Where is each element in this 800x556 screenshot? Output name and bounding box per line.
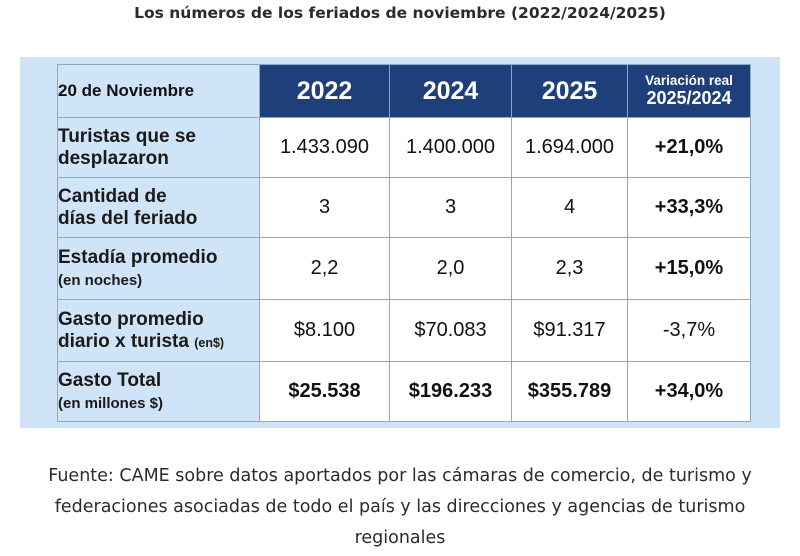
holiday-stats-table: 20 de Noviembre 2022 2024 2025 Variación… [57,64,751,422]
row-label-days: Cantidad de días del feriado [57,177,260,238]
variation-header-line2: 2025/2024 [646,88,732,109]
source-line-3: regionales [354,528,446,548]
table-row: Cantidad de días del feriado 3 3 4 +33,3% [57,177,751,238]
cell-daily-spend-2022: $8.100 [259,299,390,362]
table-row: Gasto promedio diario x turista (en$) $8.… [57,299,751,362]
cell-tourists-variation: +21,0% [627,117,751,178]
cell-days-2024: 3 [389,177,512,238]
cell-tourists-2022: 1.433.090 [259,117,390,178]
table-header-row: 20 de Noviembre 2022 2024 2025 Variación… [57,64,751,118]
variation-header-line1: Variación real [645,72,733,88]
cell-tourists-2024: 1.400.000 [389,117,512,178]
row-label-tourists: Turistas que se desplazaron [57,117,260,178]
source-line-1: Fuente: CAME sobre datos aportados por l… [48,466,752,486]
variation-header: Variación real 2025/2024 [627,64,751,118]
page-title: Los números de los feriados de noviembre… [134,4,666,22]
table-row: Gasto Total (en millones $) $25.538 $196.… [57,361,751,422]
cell-stay-2024: 2,0 [389,237,512,300]
cell-total-spend-2022: $25.538 [259,361,390,422]
cell-daily-spend-variation: -3,7% [627,299,751,362]
cell-days-variation: +33,3% [627,177,751,238]
table-row: Turistas que se desplazaron 1.433.090 1.4… [57,117,751,178]
year-header-2022: 2022 [259,64,390,118]
source-line-2: federaciones asociadas de todo el país y… [54,497,746,517]
corner-header: 20 de Noviembre [57,64,260,118]
cell-tourists-2025: 1.694.000 [511,117,628,178]
year-header-2025: 2025 [511,64,628,118]
source-note: Fuente: CAME sobre datos aportados por l… [0,461,800,554]
cell-total-spend-2024: $196.233 [389,361,512,422]
cell-total-spend-variation: +34,0% [627,361,751,422]
cell-days-2025: 4 [511,177,628,238]
row-label-daily-spend: Gasto promedio diario x turista (en$) [57,299,260,362]
row-label-stay: Estadía promedio (en noches) [57,237,260,300]
year-header-2024: 2024 [389,64,512,118]
cell-days-2022: 3 [259,177,390,238]
cell-stay-2025: 2,3 [511,237,628,300]
cell-stay-variation: +15,0% [627,237,751,300]
row-label-total-spend: Gasto Total (en millones $) [57,361,260,422]
cell-daily-spend-2025: $91.317 [511,299,628,362]
cell-total-spend-2025: $355.789 [511,361,628,422]
cell-stay-2022: 2,2 [259,237,390,300]
cell-daily-spend-2024: $70.083 [389,299,512,362]
table-row: Estadía promedio (en noches) 2,2 2,0 2,3 … [57,237,751,300]
